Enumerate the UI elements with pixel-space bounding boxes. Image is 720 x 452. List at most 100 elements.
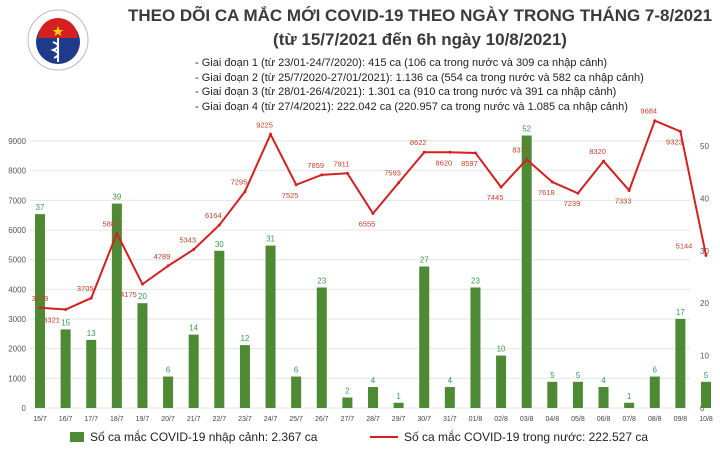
left-tick-label: 6000 — [8, 226, 26, 235]
line-point — [653, 119, 657, 123]
legend-item-domestic: Số ca mắc COVID-19 trong nước: 222.527 c… — [370, 430, 648, 444]
x-tick-label: 23/7 — [238, 416, 252, 423]
line-data-label: 8620 — [436, 158, 453, 167]
line-data-label: 6555 — [359, 220, 376, 229]
line-data-label: 7295 — [231, 178, 248, 187]
combo-chart: 0100020003000400050006000700080009000010… — [8, 107, 713, 423]
bar-data-label: 4 — [601, 376, 606, 385]
x-tick-label: 17/7 — [84, 416, 98, 423]
legend-item-imported: Số ca mắc COVID-19 nhập cảnh: 2.367 ca — [70, 430, 317, 444]
bar — [111, 203, 122, 408]
bar — [60, 329, 71, 408]
bar-data-label: 5 — [704, 371, 709, 380]
bar-data-label: 5 — [550, 371, 555, 380]
left-tick-label: 1000 — [8, 374, 26, 383]
left-tick-label: 8000 — [8, 167, 26, 176]
line-data-label: 7859 — [307, 161, 324, 170]
bar-data-label: 23 — [471, 276, 480, 285]
bar-data-label: 27 — [420, 256, 429, 265]
x-tick-label: 05/8 — [571, 416, 585, 423]
bar-data-label: 4 — [448, 376, 453, 385]
bar — [239, 345, 250, 408]
line-point — [627, 188, 631, 192]
x-tick-label: 18/7 — [110, 416, 124, 423]
bar-data-label: 20 — [138, 292, 147, 301]
line-data-label: 7911 — [333, 159, 349, 168]
line-point — [243, 190, 247, 194]
legend-label-domestic: Số ca mắc COVID-19 trong nước: 222.527 c… — [404, 430, 649, 444]
note-phase-2: - Giai đoạn 2 (từ 25/7/2020-27/01/2021):… — [195, 71, 644, 84]
chart-subtitle: (từ 15/7/2021 đến 6h ngày 10/8/2021) — [273, 30, 567, 49]
line-data-label: 6164 — [205, 211, 222, 220]
line-point — [704, 253, 708, 257]
bar-data-label: 1 — [627, 392, 632, 401]
bar — [444, 387, 455, 408]
bar — [137, 303, 148, 408]
bar — [521, 135, 532, 408]
bar — [649, 376, 660, 408]
line-point — [166, 264, 170, 268]
note-phase-4: - Giai đoạn 4 (từ 27/4/2021): 222.042 ca… — [195, 100, 628, 113]
bar-data-label: 23 — [317, 276, 326, 285]
line-data-label: 7525 — [282, 191, 299, 200]
bar-data-label: 6 — [294, 366, 299, 375]
bar — [291, 376, 302, 408]
line-point — [217, 223, 221, 227]
left-tick-label: 3000 — [8, 315, 26, 324]
bar-data-label: 14 — [189, 324, 198, 333]
right-tick-label: 0 — [700, 404, 705, 413]
line-point — [422, 150, 426, 154]
ministry-of-health-logo — [26, 8, 90, 77]
bar-data-label: 15 — [61, 318, 70, 327]
note-phase-1: - Giai đoạn 1 (từ 23/01-24/7/2020): 415 … — [195, 57, 608, 69]
bar — [675, 318, 686, 408]
line-data-label: 3321 — [43, 315, 60, 324]
bar-data-label: 1 — [396, 392, 401, 401]
bar — [496, 355, 507, 408]
x-tick-label: 15/7 — [33, 416, 47, 423]
x-tick-label: 04/8 — [545, 416, 559, 423]
line-point — [678, 129, 682, 133]
left-tick-label: 0 — [22, 404, 27, 413]
line-point — [64, 307, 68, 311]
line-data-label: 5343 — [179, 235, 196, 244]
bar — [393, 402, 404, 408]
line-point — [473, 151, 477, 155]
line-point — [448, 150, 452, 154]
line-point — [89, 296, 93, 300]
line-data-label: 4175 — [120, 290, 137, 299]
x-tick-label: 28/7 — [366, 416, 380, 423]
left-tick-label: 5000 — [8, 256, 26, 265]
line-data-label: 9323 — [666, 137, 683, 146]
line-data-label: 3379 — [32, 294, 49, 303]
x-tick-label: 27/7 — [341, 416, 355, 423]
x-tick-label: 16/7 — [59, 416, 73, 423]
line-data-label: 7445 — [487, 193, 504, 202]
bar-data-label: 31 — [266, 235, 275, 244]
line-data-label: 3705 — [77, 284, 94, 293]
x-tick-label: 06/8 — [597, 416, 611, 423]
x-tick-label: 19/7 — [136, 416, 150, 423]
line-data-label: 8597 — [461, 159, 478, 168]
line-data-label: 7593 — [384, 169, 401, 178]
bar — [214, 250, 225, 408]
line-data-label: 9225 — [256, 120, 273, 129]
x-tick-label: 25/7 — [289, 416, 303, 423]
bar-data-label: 6 — [653, 366, 658, 375]
bar — [470, 287, 481, 408]
line-point — [371, 212, 375, 216]
x-tick-label: 09/8 — [674, 416, 688, 423]
bar-data-label: 12 — [240, 334, 249, 343]
bar — [163, 376, 174, 408]
right-tick-label: 40 — [700, 194, 709, 203]
x-tick-label: 29/7 — [392, 416, 406, 423]
line-point — [525, 157, 529, 161]
bar-data-label: 6 — [166, 366, 171, 375]
legend-swatch-line — [370, 436, 398, 438]
bar — [598, 387, 609, 408]
x-tick-label: 07/8 — [622, 416, 636, 423]
bar-data-label: 17 — [676, 308, 685, 317]
line-point — [115, 231, 119, 235]
line-point — [345, 171, 349, 175]
x-tick-label: 21/7 — [187, 416, 201, 423]
